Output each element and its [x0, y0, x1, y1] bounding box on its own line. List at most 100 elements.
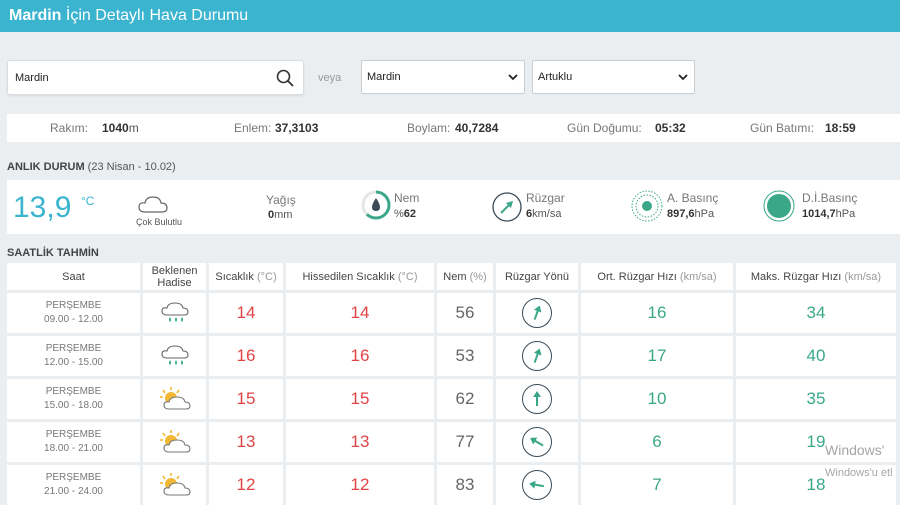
time-cell: PERŞEMBE 15.00 - 18.00: [7, 379, 140, 419]
max-wind-cell: 35: [736, 379, 896, 419]
latitude-value: 37,3103: [275, 121, 319, 135]
table-row: PERŞEMBE 21.00 - 24.00 12 12 83 7 18: [7, 465, 900, 505]
day-label: PERŞEMBE: [45, 472, 102, 483]
col-header-feels: Hissedilen Sıcaklık (°C): [286, 263, 434, 290]
sea-pressure-icon: [763, 190, 795, 222]
temp-cell: 12: [209, 465, 283, 505]
wind-direction-icon: [522, 427, 552, 457]
current-conditions: 13,9 °C Çok Bulutlu Yağış 0mm Nem %62 Rü…: [7, 180, 900, 234]
pressure-label: A. Basınç: [667, 191, 719, 205]
wind-label: Rüzgar: [526, 191, 565, 205]
windows-watermark-sub: Windows'u etl: [825, 467, 893, 479]
avg-wind-cell: 16: [581, 293, 733, 333]
wind-direction-icon: [522, 341, 552, 371]
col-header-wind-dir: Rüzgar Yönü: [496, 263, 578, 290]
humidity-gauge-icon: [361, 190, 391, 220]
rain-cloud-icon: [143, 336, 206, 376]
temp-cell: 15: [209, 379, 283, 419]
feels-cell: 14: [286, 293, 434, 333]
avg-wind-cell: 7: [581, 465, 733, 505]
wind-direction-icon: [522, 298, 552, 328]
precip-label: Yağış: [266, 193, 296, 207]
col-header-time: Saat: [7, 263, 140, 290]
col-header-humidity: Nem (%): [437, 263, 493, 290]
temp-cell: 16: [209, 336, 283, 376]
longitude-value: 40,7284: [455, 121, 499, 135]
wind-dir-cell: [496, 465, 578, 505]
day-label: PERŞEMBE: [45, 429, 102, 440]
humidity-label: Nem: [394, 191, 420, 205]
avg-wind-cell: 6: [581, 422, 733, 462]
max-wind-cell: 34: [736, 293, 896, 333]
time-cell: PERŞEMBE 21.00 - 24.00: [7, 465, 140, 505]
time-cell: PERŞEMBE 09.00 - 12.00: [7, 293, 140, 333]
page-header: Mardin İçin Detaylı Hava Durumu: [0, 0, 900, 32]
precip-value: 0mm: [268, 209, 293, 221]
current-temp-unit: °C: [81, 194, 95, 208]
windows-watermark: Windows': [825, 442, 885, 458]
current-section-title: ANLIK DURUM (23 Nisan - 10.02): [7, 161, 176, 173]
col-header-event: Beklenen Hadise: [143, 263, 206, 290]
province-select[interactable]: Mardin: [361, 60, 525, 94]
current-condition: Çok Bulutlu: [136, 217, 183, 227]
location-info-bar: Rakım: 1040m Enlem: 37,3103 Boylam: 40,7…: [7, 114, 900, 142]
time-range: 21.00 - 24.00: [44, 486, 103, 497]
time-cell: PERŞEMBE 18.00 - 21.00: [7, 422, 140, 462]
wind-dir-cell: [496, 379, 578, 419]
pressure-icon: [631, 190, 663, 222]
cloud-icon: [138, 196, 168, 213]
max-wind-cell: 40: [736, 336, 896, 376]
wind-direction-icon: [522, 470, 552, 500]
district-select-value: Artuklu: [538, 71, 573, 83]
province-select-value: Mardin: [367, 71, 401, 83]
avg-wind-cell: 10: [581, 379, 733, 419]
wind-dir-cell: [496, 293, 578, 333]
header-title: İçin Detaylı Hava Durumu: [61, 7, 249, 24]
humidity-cell: 56: [437, 293, 493, 333]
altitude-value: 1040m: [102, 121, 139, 135]
temp-cell: 13: [209, 422, 283, 462]
latitude-label: Enlem:: [234, 121, 272, 135]
current-date: (23 Nisan - 10.02): [87, 161, 176, 173]
humidity-cell: 83: [437, 465, 493, 505]
sunrise-value: 05:32: [655, 121, 686, 135]
wind-dir-cell: [496, 422, 578, 462]
time-range: 12.00 - 15.00: [44, 357, 103, 368]
sunset-value: 18:59: [825, 121, 856, 135]
district-select[interactable]: Artuklu: [532, 60, 695, 94]
time-range: 09.00 - 12.00: [44, 314, 103, 325]
humidity-cell: 77: [437, 422, 493, 462]
wind-dir-cell: [496, 336, 578, 376]
day-label: PERŞEMBE: [45, 343, 102, 354]
hourly-section-title: SAATLİK TAHMİN: [7, 247, 99, 259]
partly-cloudy-icon: [143, 465, 206, 505]
time-range: 18.00 - 21.00: [44, 443, 103, 454]
search-input[interactable]: [8, 61, 258, 94]
humidity-cell: 62: [437, 379, 493, 419]
sea-pressure-value: 1014,7hPa: [802, 208, 856, 220]
search-box[interactable]: [7, 60, 304, 95]
day-label: PERŞEMBE: [45, 386, 102, 397]
col-header-temp: Sıcaklık (°C): [209, 263, 283, 290]
search-icon[interactable]: [276, 69, 294, 87]
sea-pressure-label: D.İ.Basınç: [802, 191, 858, 205]
humidity-value: %62: [394, 208, 417, 220]
wind-value: 6km/sa: [526, 208, 562, 220]
feels-cell: 16: [286, 336, 434, 376]
header-city: Mardin: [9, 7, 62, 24]
table-row: PERŞEMBE 09.00 - 12.00 14 14 56 16 34: [7, 293, 900, 336]
col-header-avg-wind: Ort. Rüzgar Hızı (km/sa): [581, 263, 733, 290]
current-temp: 13,9: [13, 191, 72, 224]
table-row: PERŞEMBE 12.00 - 15.00 16 16 53 17 40: [7, 336, 900, 379]
max-wind-cell: 18: [736, 465, 896, 505]
max-wind-cell: 19: [736, 422, 896, 462]
feels-cell: 12: [286, 465, 434, 505]
longitude-label: Boylam:: [407, 121, 451, 135]
humidity-cell: 53: [437, 336, 493, 376]
table-row: PERŞEMBE 18.00 - 21.00 13 13 77 6 19: [7, 422, 900, 465]
table-row: PERŞEMBE 15.00 - 18.00 15 15 62 10 35: [7, 379, 900, 422]
time-range: 15.00 - 18.00: [44, 400, 103, 411]
time-cell: PERŞEMBE 12.00 - 15.00: [7, 336, 140, 376]
sunrise-label: Gün Doğumu:: [567, 121, 642, 135]
feels-cell: 13: [286, 422, 434, 462]
